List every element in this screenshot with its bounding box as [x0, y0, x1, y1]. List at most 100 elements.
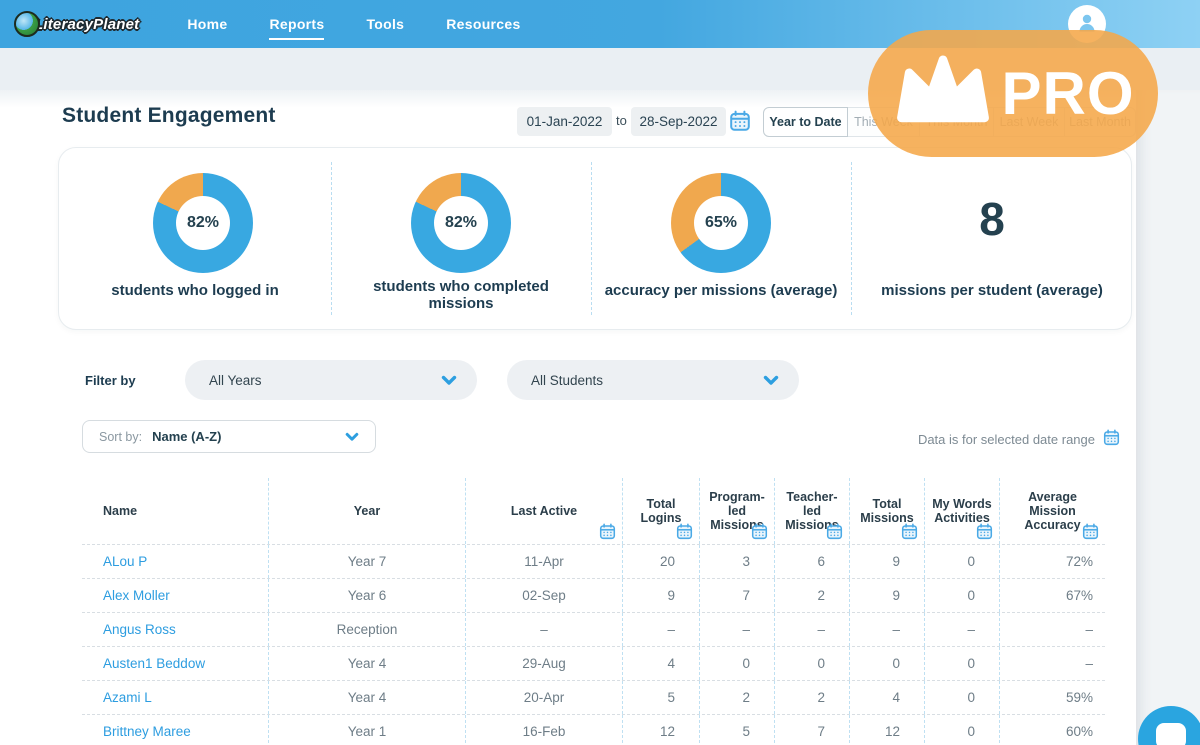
calendar-icon[interactable] [676, 523, 693, 540]
cell-teacher-led: 7 [775, 715, 850, 745]
cell-my-words: 0 [925, 647, 1000, 680]
cell-name: Alex Moller [82, 579, 269, 612]
cell-year: Year 4 [269, 681, 466, 714]
cell-year: Year 1 [269, 715, 466, 745]
cell-total-logins: 4 [623, 647, 700, 680]
cell-total-logins: 5 [623, 681, 700, 714]
chevron-down-icon [763, 375, 779, 386]
stat-completed-missions: 82% students who completed missions [331, 148, 591, 329]
cell-avg-accuracy: – [1000, 613, 1105, 646]
table-header-row: Name Year Last Active Total Logins Progr… [82, 478, 1105, 544]
table-row: Austen1 Beddow Year 4 29-Aug 4 0 0 0 0 – [82, 646, 1105, 680]
student-filter-dropdown[interactable]: All Students [507, 360, 799, 400]
student-name-link[interactable]: Austen1 Beddow [103, 656, 205, 671]
cell-total-logins: – [623, 613, 700, 646]
chat-icon [1156, 723, 1186, 745]
donut-chart-accuracy: 65% [671, 173, 771, 273]
cell-avg-accuracy: 72% [1000, 545, 1105, 578]
filter-by-label: Filter by [85, 373, 136, 388]
cell-last-active: 02-Sep [466, 579, 623, 612]
cell-total-logins: 20 [623, 545, 700, 578]
donut-chart-logged-in: 82% [153, 173, 253, 273]
table-row: Alex Moller Year 6 02-Sep 9 7 2 9 0 67% [82, 578, 1105, 612]
cell-my-words: 0 [925, 545, 1000, 578]
cell-total-missions: 4 [850, 681, 925, 714]
cell-program-led: 5 [700, 715, 775, 745]
calendar-icon[interactable] [826, 523, 843, 540]
col-header-avg-accuracy: Average Mission Accuracy [1000, 478, 1105, 544]
col-header-name: Name [82, 478, 269, 544]
engagement-stats-card: 82% students who logged in 82% students … [58, 147, 1132, 330]
cell-avg-accuracy: 67% [1000, 579, 1105, 612]
cell-program-led: – [700, 613, 775, 646]
calendar-icon[interactable] [751, 523, 768, 540]
student-name-link[interactable]: Azami L [103, 690, 152, 705]
nav-item-reports[interactable]: Reports [269, 12, 324, 36]
student-name-link[interactable]: Alex Moller [103, 588, 170, 603]
stat-missions-per-student: 8 missions per student (average) [851, 148, 1133, 329]
chevron-down-icon [345, 432, 359, 442]
student-name-link[interactable]: Brittney Maree [103, 724, 191, 739]
sort-by-dropdown[interactable]: Sort by: Name (A-Z) [82, 420, 376, 453]
range-year-to-date[interactable]: Year to Date [763, 107, 848, 137]
cell-last-active: 20-Apr [466, 681, 623, 714]
cell-teacher-led: 0 [775, 647, 850, 680]
cell-last-active: – [466, 613, 623, 646]
stat-accuracy: 65% accuracy per missions (average) [591, 148, 851, 329]
nav-item-resources[interactable]: Resources [446, 12, 520, 36]
cell-name: ALou P [82, 545, 269, 578]
table-row: Brittney Maree Year 1 16-Feb 12 5 7 12 0… [82, 714, 1105, 745]
col-header-text: Last Active [511, 504, 577, 518]
nav-item-home[interactable]: Home [187, 12, 227, 36]
literacyplanet-logo[interactable]: LiteracyPlanet [14, 11, 139, 37]
cell-last-active: 16-Feb [466, 715, 623, 745]
cell-last-active: 11-Apr [466, 545, 623, 578]
cell-total-missions: 0 [850, 647, 925, 680]
cell-year: Year 6 [269, 579, 466, 612]
cell-my-words: 0 [925, 579, 1000, 612]
calendar-icon[interactable] [1082, 523, 1099, 540]
table-row: Azami L Year 4 20-Apr 5 2 2 4 0 59% [82, 680, 1105, 714]
table-row: Angus Ross Reception – – – – – – – [82, 612, 1105, 646]
donut-chart-completed: 82% [411, 173, 511, 273]
student-name-link[interactable]: ALou P [103, 554, 147, 569]
cell-name: Azami L [82, 681, 269, 714]
stat-label: students who logged in [59, 282, 331, 299]
stat-big-number: 8 [851, 192, 1133, 246]
stat-label: missions per student (average) [851, 282, 1133, 299]
cell-teacher-led: 2 [775, 681, 850, 714]
cell-my-words: 0 [925, 681, 1000, 714]
cell-program-led: 3 [700, 545, 775, 578]
cell-avg-accuracy: 59% [1000, 681, 1105, 714]
student-filter-value: All Students [531, 373, 603, 388]
main-nav: Home Reports Tools Resources [187, 12, 520, 36]
cell-name: Angus Ross [82, 613, 269, 646]
right-gutter [1136, 90, 1200, 745]
year-filter-value: All Years [209, 373, 262, 388]
donut-value: 65% [671, 173, 771, 273]
cell-total-missions: 12 [850, 715, 925, 745]
calendar-icon[interactable] [901, 523, 918, 540]
col-header-year: Year [269, 478, 466, 544]
col-header-my-words: My Words Activities [925, 478, 1000, 544]
calendar-icon[interactable] [599, 523, 616, 540]
logo-text: LiteracyPlanet [34, 16, 139, 33]
calendar-icon[interactable] [976, 523, 993, 540]
col-header-text: My Words Activities [931, 497, 993, 525]
date-from-input[interactable]: 01-Jan-2022 [517, 107, 612, 136]
stat-label: accuracy per missions (average) [591, 282, 851, 299]
year-filter-dropdown[interactable]: All Years [185, 360, 477, 400]
calendar-icon[interactable] [729, 110, 751, 132]
stat-label: students who completed missions [331, 278, 591, 312]
crown-icon [891, 53, 995, 134]
cell-avg-accuracy: – [1000, 647, 1105, 680]
page-title: Student Engagement [62, 104, 276, 128]
student-name-link[interactable]: Angus Ross [103, 622, 176, 637]
globe-icon [14, 11, 40, 37]
donut-value: 82% [411, 173, 511, 273]
chevron-down-icon [441, 375, 457, 386]
date-to-input[interactable]: 28-Sep-2022 [631, 107, 726, 136]
cell-my-words: 0 [925, 715, 1000, 745]
date-range-note: Data is for selected date range [900, 429, 1120, 449]
nav-item-tools[interactable]: Tools [366, 12, 404, 36]
